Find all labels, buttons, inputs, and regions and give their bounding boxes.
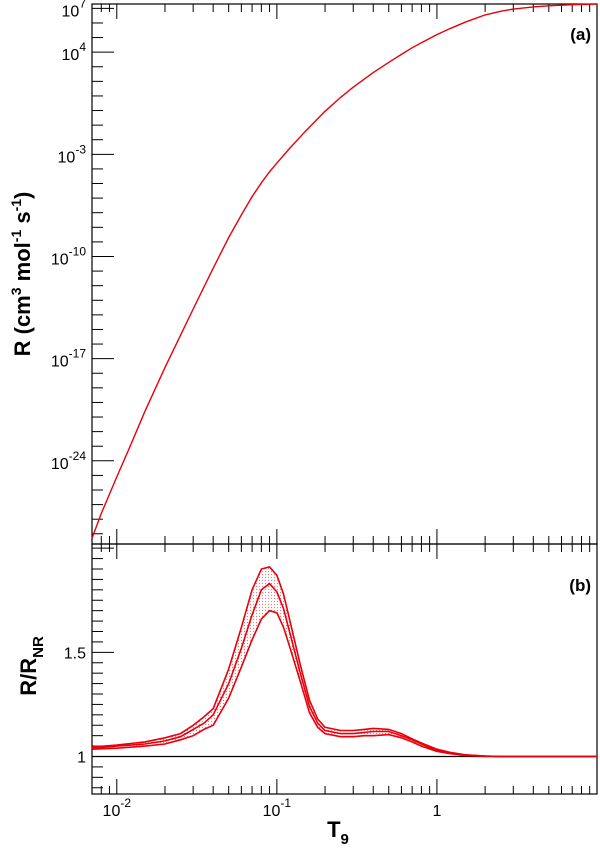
panel-a: 107 104 10-3 10-10 10-17 10-24 (a) R (cm3 mol… bbox=[8, 0, 598, 545]
panel-b-x-tick-labels: 10-2 10-1 1 bbox=[103, 796, 442, 820]
uncertainty-band bbox=[92, 566, 597, 757]
panel-b-frame bbox=[91, 543, 598, 795]
panel-b-y-axis-title: R/RNR bbox=[16, 636, 47, 696]
x-tick-label: 10-2 bbox=[103, 796, 132, 820]
panel-b-y-tick-labels: 11.5 bbox=[64, 645, 86, 766]
panel-b: 11.5 10-2 10-1 1 (b) R/RNR T9 bbox=[16, 543, 598, 848]
panel-b-label: (b) bbox=[569, 576, 591, 595]
panel-b-y-ticks bbox=[92, 547, 114, 789]
y-tick-label: 10-3 bbox=[58, 142, 87, 166]
panel-a-y-ticks bbox=[92, 7, 114, 535]
panel-a-series bbox=[91, 3, 598, 539]
x-axis-title: T9 bbox=[327, 817, 349, 848]
panel-b-series bbox=[91, 566, 597, 758]
ratio-line-lower bbox=[91, 609, 597, 758]
y-tick-label: 10-17 bbox=[51, 347, 86, 371]
rate-curve bbox=[91, 3, 598, 539]
x-tick-label: 1 bbox=[432, 803, 441, 820]
panel-b-x-ticks bbox=[91, 544, 598, 794]
y-tick-label: 104 bbox=[62, 40, 87, 64]
y-tick-label: 10-24 bbox=[51, 449, 86, 473]
panel-a-frame bbox=[91, 3, 598, 545]
y-tick-label: 1 bbox=[77, 750, 86, 767]
panel-b-uncertainty-band bbox=[92, 566, 597, 757]
panel-a-label: (a) bbox=[570, 25, 591, 44]
x-tick-label: 10-1 bbox=[263, 796, 292, 820]
y-tick-label: 1.5 bbox=[64, 645, 86, 662]
ratio-line-upper bbox=[91, 566, 597, 758]
panel-a-y-tick-labels: 107 104 10-3 10-10 10-17 10-24 bbox=[51, 0, 86, 473]
y-tick-label: 10-10 bbox=[51, 244, 86, 268]
panel-a-x-ticks bbox=[91, 4, 598, 544]
panel-a-y-axis-title: R (cm3 mol-1 s-1) bbox=[8, 192, 35, 357]
y-tick-label: 107 bbox=[62, 0, 87, 20]
